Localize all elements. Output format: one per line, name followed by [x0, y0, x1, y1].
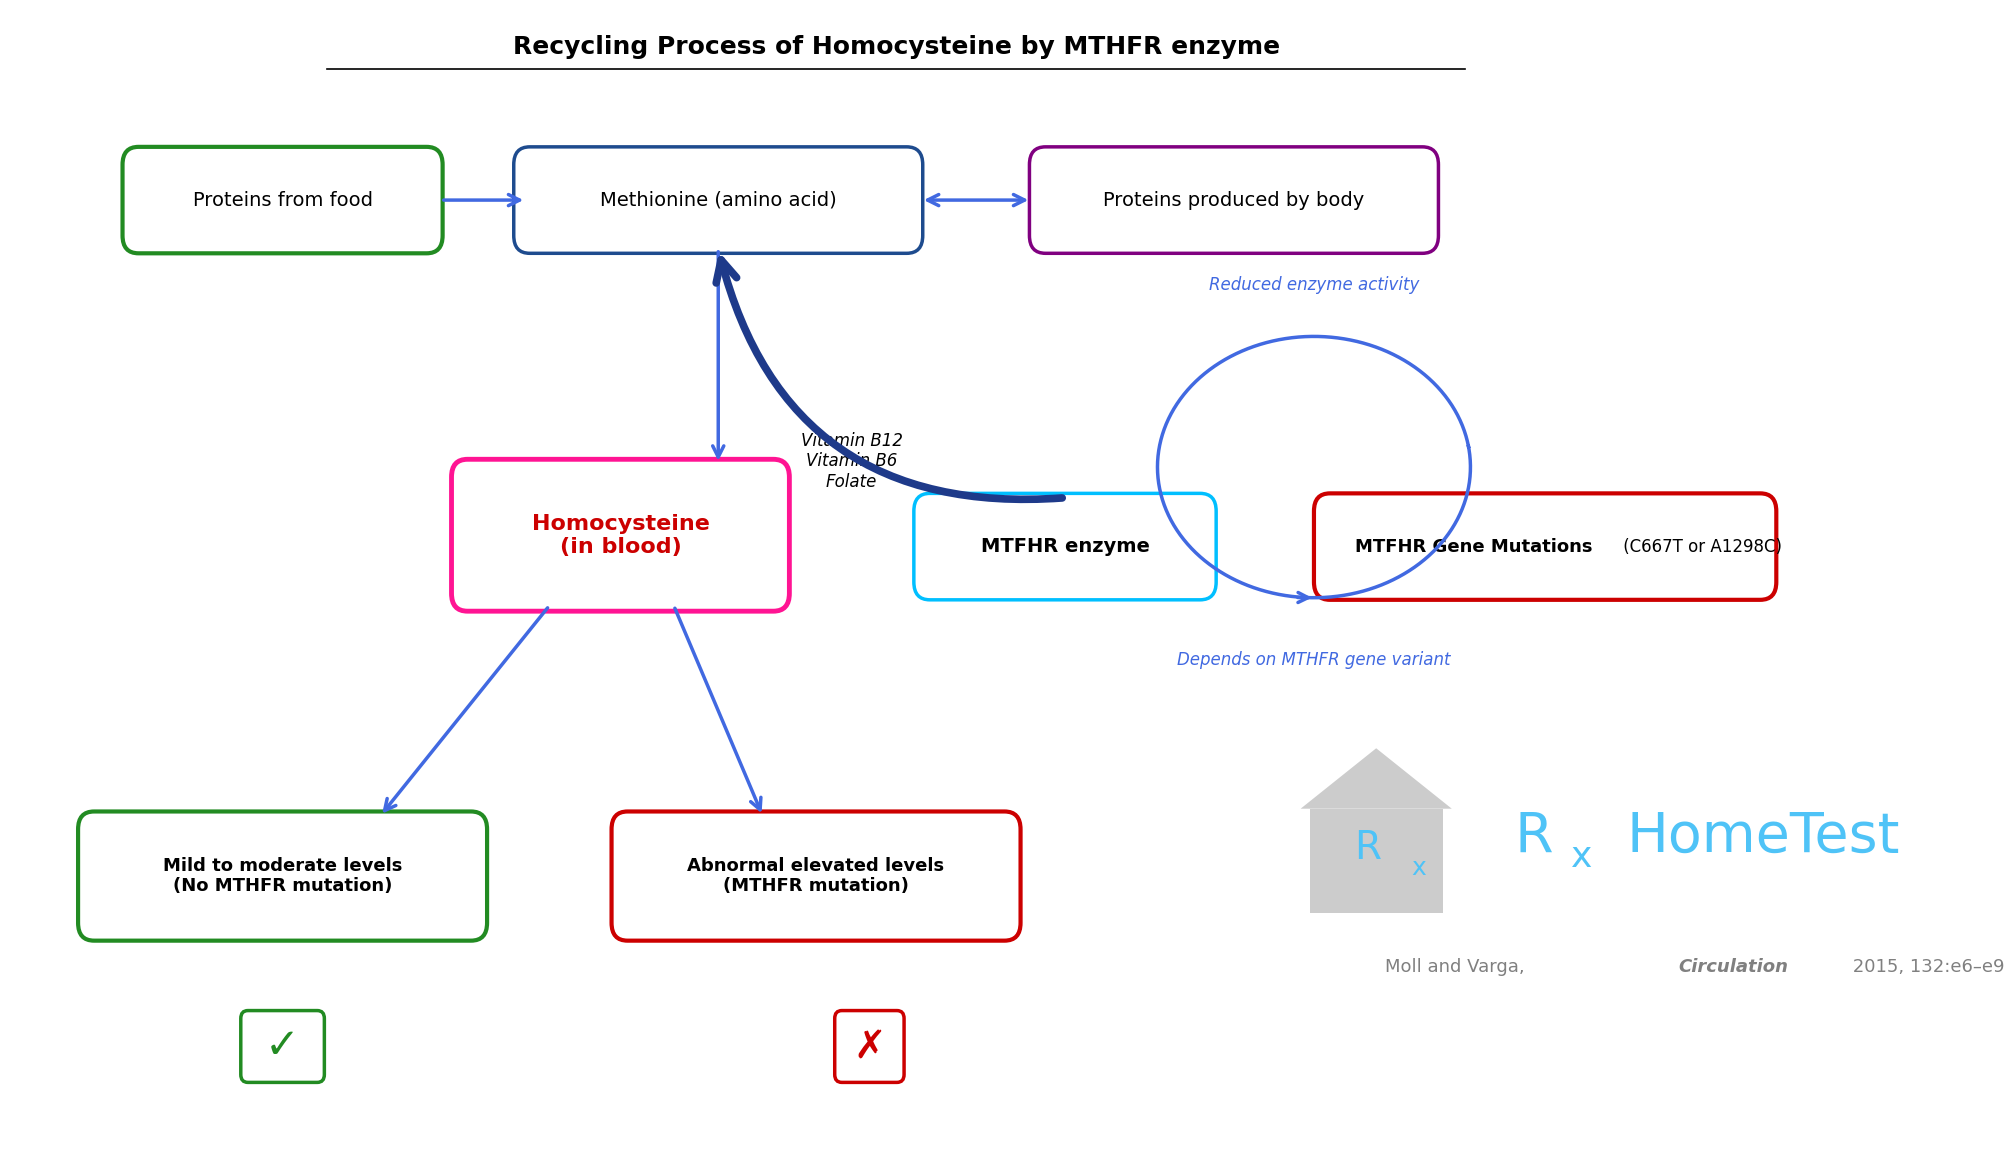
FancyBboxPatch shape [1315, 493, 1776, 600]
FancyBboxPatch shape [122, 147, 443, 253]
FancyBboxPatch shape [240, 1011, 325, 1082]
Text: MTFHR Gene Mutations: MTFHR Gene Mutations [1355, 537, 1593, 555]
Text: Methionine (amino acid): Methionine (amino acid) [599, 191, 836, 209]
Text: HomeTest: HomeTest [1625, 810, 1900, 864]
Text: MTFHR enzyme: MTFHR enzyme [980, 537, 1150, 557]
FancyBboxPatch shape [513, 147, 922, 253]
Text: x: x [1571, 840, 1593, 874]
Text: Abnormal elevated levels
(MTHFR mutation): Abnormal elevated levels (MTHFR mutation… [687, 857, 944, 896]
FancyBboxPatch shape [611, 812, 1020, 941]
Text: 2015, 132:e6–e9: 2015, 132:e6–e9 [1848, 958, 2004, 976]
Text: ✗: ✗ [854, 1027, 886, 1066]
Text: Circulation: Circulation [1679, 958, 1788, 976]
Text: Recycling Process of Homocysteine by MTHFR enzyme: Recycling Process of Homocysteine by MTH… [513, 34, 1281, 59]
FancyBboxPatch shape [836, 1011, 904, 1082]
Polygon shape [1301, 749, 1451, 808]
Text: R: R [1355, 829, 1381, 867]
Text: x: x [1411, 856, 1427, 880]
Text: Mild to moderate levels
(No MTHFR mutation): Mild to moderate levels (No MTHFR mutati… [162, 857, 403, 896]
Text: Proteins from food: Proteins from food [192, 191, 373, 209]
Text: R: R [1513, 810, 1553, 864]
FancyBboxPatch shape [914, 493, 1216, 600]
Text: (C667T or A1298C): (C667T or A1298C) [1617, 537, 1782, 555]
FancyBboxPatch shape [1309, 808, 1443, 913]
FancyBboxPatch shape [78, 812, 487, 941]
Text: Reduced enzyme activity: Reduced enzyme activity [1208, 276, 1419, 294]
FancyBboxPatch shape [451, 459, 790, 611]
Text: Vitamin B12
Vitamin B6
Folate: Vitamin B12 Vitamin B6 Folate [802, 431, 902, 491]
Text: Proteins produced by body: Proteins produced by body [1104, 191, 1365, 209]
Text: Depends on MTHFR gene variant: Depends on MTHFR gene variant [1176, 651, 1451, 669]
Text: ✓: ✓ [265, 1026, 301, 1067]
FancyBboxPatch shape [1030, 147, 1439, 253]
Text: Homocysteine
(in blood): Homocysteine (in blood) [531, 514, 709, 557]
Text: Moll and Varga,: Moll and Varga, [1385, 958, 1531, 976]
